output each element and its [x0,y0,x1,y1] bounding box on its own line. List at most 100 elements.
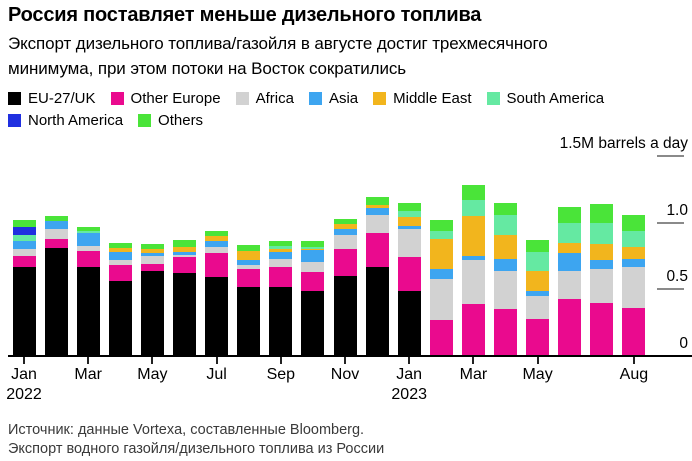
segment-other-europe [526,318,550,356]
x-tick-label: Jan [396,366,423,383]
segment-others [494,202,517,215]
bar-oct-2022 [301,241,325,356]
segment-middle-east [269,248,293,253]
segment-other-europe [173,257,196,274]
segment-others [205,230,229,237]
segment-others [108,242,132,249]
segment-africa [365,215,389,234]
segment-others [461,185,485,200]
source-line-2: Экспорт водного газойля/дизельного топли… [8,441,385,457]
segment-middle-east [558,242,582,254]
segment-other-europe [44,238,68,248]
legend: EU-27/UK Other Europe Africa Asia Middle Eas… [8,87,619,131]
legend-swatch-icon [235,91,249,105]
x-tick-label: May [522,366,553,383]
segment-other-europe [494,309,517,356]
x-axis-line [8,355,692,357]
segment-eu-27-uk [397,290,421,356]
legend-item-eu-27-uk: EU-27/UK [8,90,96,107]
segment-others [173,240,196,247]
segment-eu-27-uk [140,270,164,356]
legend-item-others: Others [138,112,203,129]
segment-middle-east [173,246,196,253]
bar-may-2022 [140,244,164,356]
x-tick-label: May [137,366,168,383]
x-tick-year-label: 2022 [6,386,42,403]
segment-other-europe [333,249,357,276]
bar-jun-2023 [558,206,582,356]
segment-middle-east [333,224,357,230]
segment-others [140,244,164,250]
segment-south-america [461,200,485,216]
segment-middle-east [140,249,164,254]
segment-middle-east [301,248,325,251]
segment-eu-27-uk [205,277,229,356]
segment-others [237,245,261,251]
segment-others [76,226,100,232]
legend-swatch-icon [8,113,21,127]
x-tick-year-label: 2023 [391,386,427,403]
segment-middle-east [526,270,550,291]
segment-eu-27-uk [269,286,293,356]
segment-middle-east [365,205,389,209]
segment-asia [44,221,68,230]
segment-eu-27-uk [237,286,261,356]
segment-others [12,220,36,227]
segment-asia [558,253,582,271]
segment-other-europe [76,250,100,267]
y-tick-mark [657,288,684,291]
bar-feb-2023 [429,220,453,356]
chart-subtitle: Экспорт дизельного топлива/газойля в авг… [8,31,548,81]
legend-swatch-icon [486,91,500,105]
segment-eu-27-uk [44,248,68,356]
segment-eu-27-uk [76,266,100,356]
plot-area [8,156,660,356]
legend-row: North America Others [8,109,619,131]
legend-label: Africa [255,89,294,107]
segment-africa [301,262,325,273]
segment-south-america [558,222,582,243]
page-title: Россия поставляет меньше дизельного топл… [8,4,482,26]
segment-other-europe [237,269,261,287]
legend-item-middle-east: Middle East [373,90,472,107]
legend-swatch-icon [8,91,21,105]
segment-asia [622,258,646,267]
y-tick-label: 0 [679,335,688,352]
segment-eu-27-uk [301,290,325,356]
segment-middle-east [429,238,453,270]
x-tick-label: Aug [619,366,649,383]
segment-other-europe [205,253,229,278]
segment-others [269,240,293,247]
segment-africa [333,234,357,250]
segment-africa [494,270,517,310]
segment-middle-east [108,248,132,253]
bar-aug-2023 [622,214,646,356]
legend-item-other-europe: Other Europe [110,89,221,107]
legend-label: EU-27/UK [28,89,96,107]
bar-nov-2022 [333,218,357,356]
x-tick-mark [472,357,475,364]
source-line-1: Источник: данные Vortexa, составленные B… [8,422,365,438]
segment-asia [237,260,261,266]
segment-south-america [622,230,646,247]
x-tick-label: Nov [330,366,360,383]
segment-eu-27-uk [108,281,132,356]
x-tick-label: Jan [11,366,37,383]
segment-africa [558,270,582,299]
legend-label: Other Europe [130,89,221,107]
segment-asia [140,253,164,257]
segment-south-america [526,252,550,271]
segment-north-america [12,226,36,235]
segment-asia [12,241,36,250]
x-tick-mark [151,357,154,364]
segment-other-europe [301,272,325,291]
segment-africa [461,260,485,304]
legend-label: Asia [328,89,359,107]
x-tick-label: Mar [74,366,102,383]
segment-eu-27-uk [173,273,196,356]
segment-asia [205,241,229,247]
bar-mar-2023 [461,185,485,356]
x-tick-label: Jul [206,366,227,383]
legend-label: North America [28,111,124,129]
